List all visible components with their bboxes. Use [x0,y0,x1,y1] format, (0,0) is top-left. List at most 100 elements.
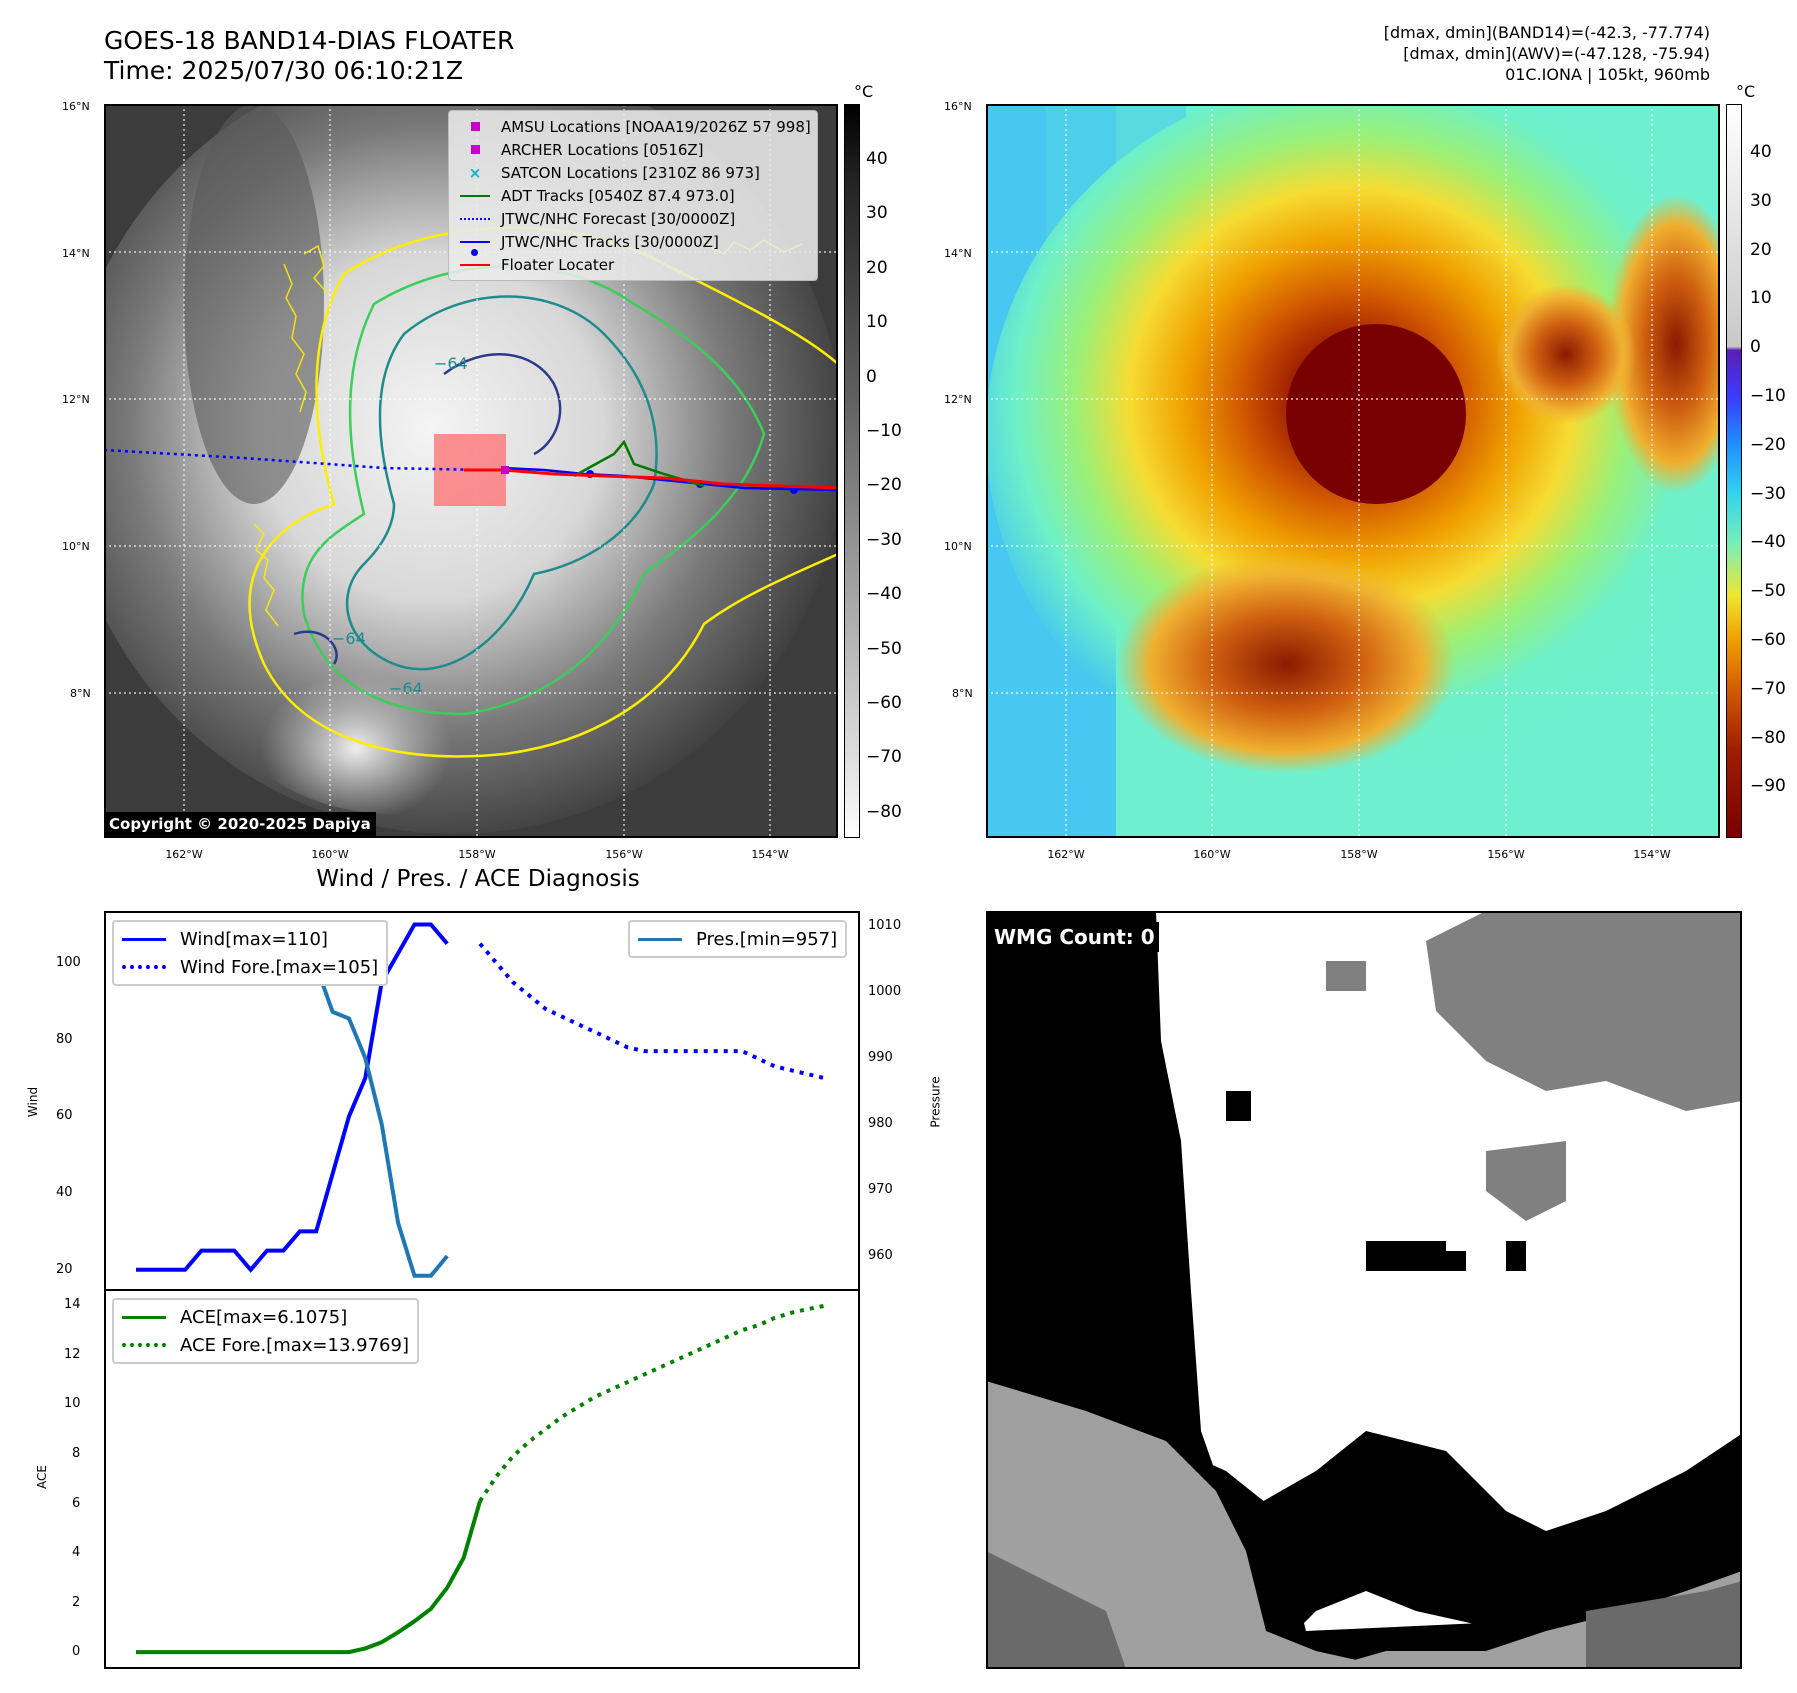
colorbar-tick: −90 [1750,776,1786,797]
lat-label: 14°N [944,247,972,260]
ace-legend: ACE[max=6.1075] ACE Fore.[max=13.9769] [112,1298,419,1364]
map2-frame [986,104,1720,838]
figure-title: GOES-18 BAND14-DIAS FLOATER [104,26,515,55]
lat-label: 8°N [952,687,973,700]
colorbar-tick: −70 [1750,678,1786,699]
colorbar-tick: −40 [866,584,902,605]
colorbar-tick: 10 [1750,288,1772,309]
ace-tick: 6 [72,1495,81,1511]
colorbar-unit: °C [854,82,874,101]
colorbar-tick: −30 [1750,483,1786,504]
lon-label: 156°W [605,848,643,861]
wind-axis-label: Wind [26,1086,41,1118]
colorbar-tick: −80 [1750,727,1786,748]
adt-track [573,439,705,488]
contour-label: −64 [332,629,366,648]
map1-frame [104,104,838,838]
contour-label: −64 [434,354,468,373]
legend-forecast: JTWC/NHC Forecast [30/0000Z] [455,207,811,230]
lon-label: 160°W [1193,848,1231,861]
figure-time: Time: 2025/07/30 06:10:21Z [104,56,463,85]
lat-label: 12°N [944,393,972,406]
legend-wind-fore: Wind Fore.[max=105] [122,953,378,981]
pressure-tick: 990 [868,1050,893,1066]
colorbar-tick: 30 [1750,190,1772,211]
legend-floater: Floater Locater [455,253,811,276]
legend-ace: ACE[max=6.1075] [122,1303,409,1331]
wind-tick: 60 [56,1108,73,1124]
lon-label: 162°W [1047,848,1085,861]
colorbar-tick: 30 [866,203,888,224]
lat-label: 14°N [62,247,90,260]
legend-wind: Wind[max=110] [122,925,378,953]
colorbar-tick: −70 [866,747,902,768]
colorbar-tick: −80 [866,801,902,822]
colorbar-tick: −20 [1750,434,1786,455]
lat-label: 16°N [944,100,972,113]
wind-tick: 40 [56,1185,73,1201]
colorbar-tick: −10 [866,421,902,441]
lon-label: 156°W [1487,848,1525,861]
wind-line [136,922,449,1273]
pressure-tick: 960 [868,1248,893,1264]
map-legend: AMSU Locations [NOAA19/2026Z 57 998] ARC… [448,110,818,281]
info-band14: [dmax, dmin](BAND14)=(-42.3, -77.774) [1383,23,1710,42]
diagnosis-title: Wind / Pres. / ACE Diagnosis [316,866,640,892]
colorbar-tick: −40 [1750,532,1786,553]
colorbar-tick: −30 [866,529,902,550]
wmg-panel [986,911,1742,1669]
colorbar-tick: 40 [1750,142,1772,162]
pressure-tick: 1010 [868,918,902,934]
ace-tick: 0 [72,1644,81,1660]
lon-label: 162°W [165,848,203,861]
ace-line [136,1500,482,1655]
copyright-badge: Copyright © 2020-2025 Dapiya [104,812,376,836]
ace-tick: 4 [72,1545,81,1561]
wind-tick: 80 [56,1031,73,1047]
ace-axis-label: ACE [34,1465,49,1489]
colorbar-tick: 10 [866,312,888,333]
lat-label: 10°N [944,540,972,553]
colorbar-grayscale [844,104,860,838]
pressure-tick: 970 [868,1182,893,1198]
colorbar-tick: 0 [1750,337,1761,358]
ace-tick: 2 [72,1594,81,1610]
wind-tick: 100 [56,954,81,970]
wmg-count-label: WMG Count: 0 [990,922,1159,952]
forecast-track [104,448,485,472]
ace-forecast-line [478,1303,825,1503]
colorbar-tick: 40 [866,149,888,169]
colorbar-tick: 20 [1750,239,1772,260]
lon-label: 160°W [311,848,349,861]
pressure-tick: 980 [868,1116,893,1132]
legend-adt: ADT Tracks [0540Z 87.4 973.0] [455,184,811,207]
ace-tick: 14 [64,1297,81,1313]
legend-satcon: × SATCON Locations [2310Z 86 973] [468,163,760,182]
legend-tracks: JTWC/NHC Tracks [30/0000Z] [455,230,811,256]
pressure-tick: 1000 [868,984,902,1000]
lat-label: 8°N [70,687,91,700]
legend-ace-fore: ACE Fore.[max=13.9769] [122,1331,409,1359]
info-block: [dmax, dmin](BAND14)=(-42.3, -77.774) [d… [1384,22,1710,85]
colorbar-tick: −60 [1750,630,1786,650]
ace-tick: 10 [64,1396,81,1412]
wind-forecast-line [478,942,825,1080]
ace-tick: 12 [64,1346,81,1362]
colorbar-tick: −50 [866,638,902,659]
colorbar-tick: −50 [1750,581,1786,602]
colorbar-tick: 20 [866,257,888,278]
wmg-frame [986,911,1742,1669]
legend-amsu: AMSU Locations [NOAA19/2026Z 57 998] [455,115,811,138]
lon-label: 158°W [458,848,496,861]
info-awv: [dmax, dmin](AWV)=(-47.128, -75.94) [1403,44,1710,63]
lat-label: 10°N [62,540,90,553]
lon-label: 158°W [1340,848,1378,861]
colorbar-tick: −10 [1750,386,1786,406]
pressure-legend: Pres.[min=957] [628,920,848,958]
colorbar-unit: °C [1736,82,1756,101]
lon-label: 154°W [1633,848,1671,861]
legend-archer: ARCHER Locations [0516Z] [455,138,811,161]
colorbar-tick: 0 [866,366,877,387]
diagnosis-chart [104,911,860,1669]
lon-label: 154°W [751,848,789,861]
